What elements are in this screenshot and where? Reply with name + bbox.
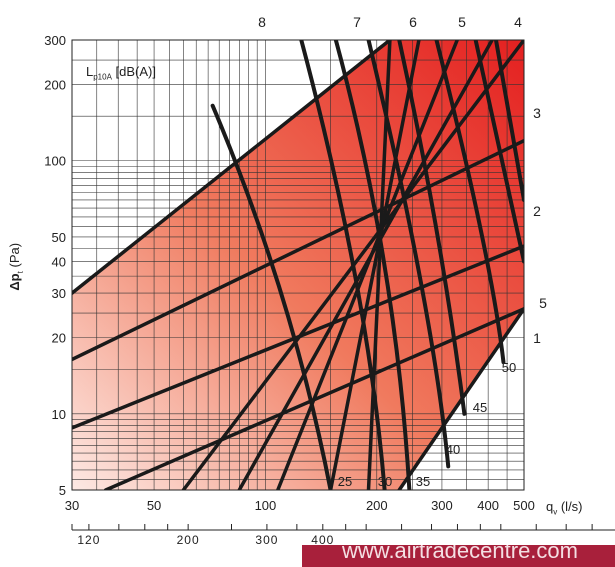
watermark-banner: www.airtradecentre.com [302, 545, 615, 567]
y-tick-label: 40 [52, 254, 66, 269]
x-axis-title: qv (l/s) [546, 499, 583, 517]
sound-level-label: 35 [416, 474, 430, 489]
sound-curve-45 [397, 40, 467, 416]
y-tick-label: 30 [52, 286, 66, 301]
pressure-curve-6 [276, 40, 459, 490]
x-axis-title-rest: (l/s) [557, 499, 583, 514]
axes: 30 50 100 200 300 400 500 5 10 20 30 40 50 100 200 300 1… [44, 33, 615, 545]
inset-label: Lp10A [dB(A)] [86, 64, 156, 82]
x-tick-label: 100 [255, 498, 277, 513]
x-tick-label: 300 [431, 498, 453, 513]
x-axis-title-main: q [546, 499, 554, 514]
sound-level-label: 25 [338, 474, 352, 489]
secondary-x-tick-label: 120 [77, 533, 100, 545]
curve-end-label: 1 [533, 330, 541, 346]
pressure-curve-7 [328, 40, 421, 490]
curve-end-label: 7 [353, 14, 361, 30]
inset-label-main: L [86, 64, 94, 79]
sound-level-label: 40 [446, 442, 460, 457]
chart: 30 50 100 200 300 400 500 5 10 20 30 40 50 100 200 300 1… [44, 14, 615, 545]
plot-frame [71, 39, 525, 491]
x-tick-label: 400 [477, 498, 499, 513]
curve-end-label: 3 [533, 105, 541, 121]
secondary-x-tick-label: 200 [177, 533, 200, 545]
secondary-x-tick-label: 400 [311, 533, 334, 545]
y-tick-label: 300 [44, 33, 66, 48]
y-tick-label: 5 [59, 483, 66, 498]
y-tick-label: 50 [52, 230, 66, 245]
sound-level-label: 45 [473, 400, 487, 415]
x-tick-label: 200 [366, 498, 388, 513]
limit-line-upper-left [72, 40, 392, 295]
sound-level-label: 30 [378, 474, 392, 489]
x-tick-label: 30 [65, 498, 79, 513]
x-tick-label: 500 [513, 498, 535, 513]
sound-level-label: 50 [502, 360, 516, 375]
y-tick-label: 100 [44, 154, 66, 169]
curve-end-label: 4 [514, 14, 522, 30]
inset-label-rest: [dB(A)] [111, 64, 156, 79]
operating-region [72, 40, 524, 490]
y-axis-title-sub: t [15, 271, 25, 274]
sound-curve-35 [333, 40, 412, 490]
curve-end-label: 5 [458, 14, 466, 30]
inset-label-sub: p10A [93, 72, 112, 82]
y-tick-label: 10 [52, 407, 66, 422]
y-axis-title: Δpt (Pa) [7, 222, 25, 312]
operating-area [72, 40, 524, 490]
sound-curve-25 [210, 103, 333, 490]
curve-end-label: 6 [409, 14, 417, 30]
y-tick-label: 20 [52, 331, 66, 346]
x-axis-title-sub: v [553, 507, 558, 517]
watermark-text: www.airtradecentre.com [342, 545, 578, 563]
sound-curve-30 [299, 40, 387, 490]
sound-curve-40 [366, 40, 451, 469]
y-tick-label: 200 [44, 78, 66, 93]
y-axis-title-main: Δp [7, 273, 23, 291]
curves [72, 40, 524, 490]
sound-curve-55 [473, 40, 524, 264]
grid [72, 40, 524, 490]
curve-end-label: 8 [258, 14, 266, 30]
curve-end-label: 2 [533, 203, 541, 219]
x-tick-label: 50 [147, 498, 161, 513]
sound-curve-60 [493, 40, 524, 202]
secondary-x-tick-label: 300 [255, 533, 278, 545]
sound-curve-50 [434, 40, 506, 365]
y-axis-title-rest: (Pa) [7, 242, 23, 272]
curve-end-label: 5 [539, 295, 547, 311]
pressure-curve-3 [72, 138, 524, 362]
